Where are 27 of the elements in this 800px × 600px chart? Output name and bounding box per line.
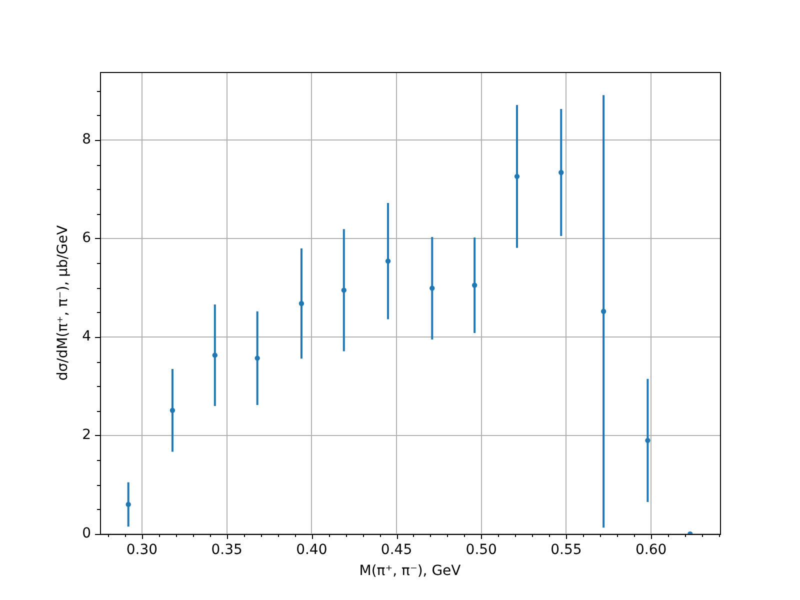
- y-tick-label: 6: [82, 230, 92, 246]
- point: [472, 282, 478, 288]
- point: [385, 258, 391, 264]
- x-tick-label: 0.30: [126, 542, 158, 558]
- point: [645, 438, 650, 444]
- y-tick-label: 4: [82, 328, 92, 345]
- y-tick-label: 2: [82, 427, 91, 444]
- y-tick-label: 0: [82, 526, 91, 542]
- point: [514, 174, 520, 180]
- x-tick-label: 0.45: [380, 542, 412, 558]
- y-tick-label: 8: [82, 132, 91, 148]
- y-axis-title: dσ/dM(π⁺, π⁻), μb/GeV: [55, 224, 72, 381]
- point: [212, 352, 218, 358]
- x-tick-label: 0.55: [550, 542, 582, 558]
- x-tick-label: 0.60: [636, 542, 667, 558]
- point: [558, 170, 564, 176]
- x-tick-label: 0.35: [211, 542, 242, 558]
- point: [600, 308, 606, 314]
- point: [254, 356, 260, 361]
- point: [430, 286, 435, 291]
- x-tick-label: 0.50: [466, 542, 497, 558]
- point: [298, 300, 304, 306]
- x-axis-title: M(π⁺, π⁻), GeV: [359, 563, 462, 580]
- x-tick-label: 0.40: [296, 542, 328, 558]
- point: [170, 408, 176, 413]
- point: [341, 288, 346, 293]
- point: [126, 502, 131, 508]
